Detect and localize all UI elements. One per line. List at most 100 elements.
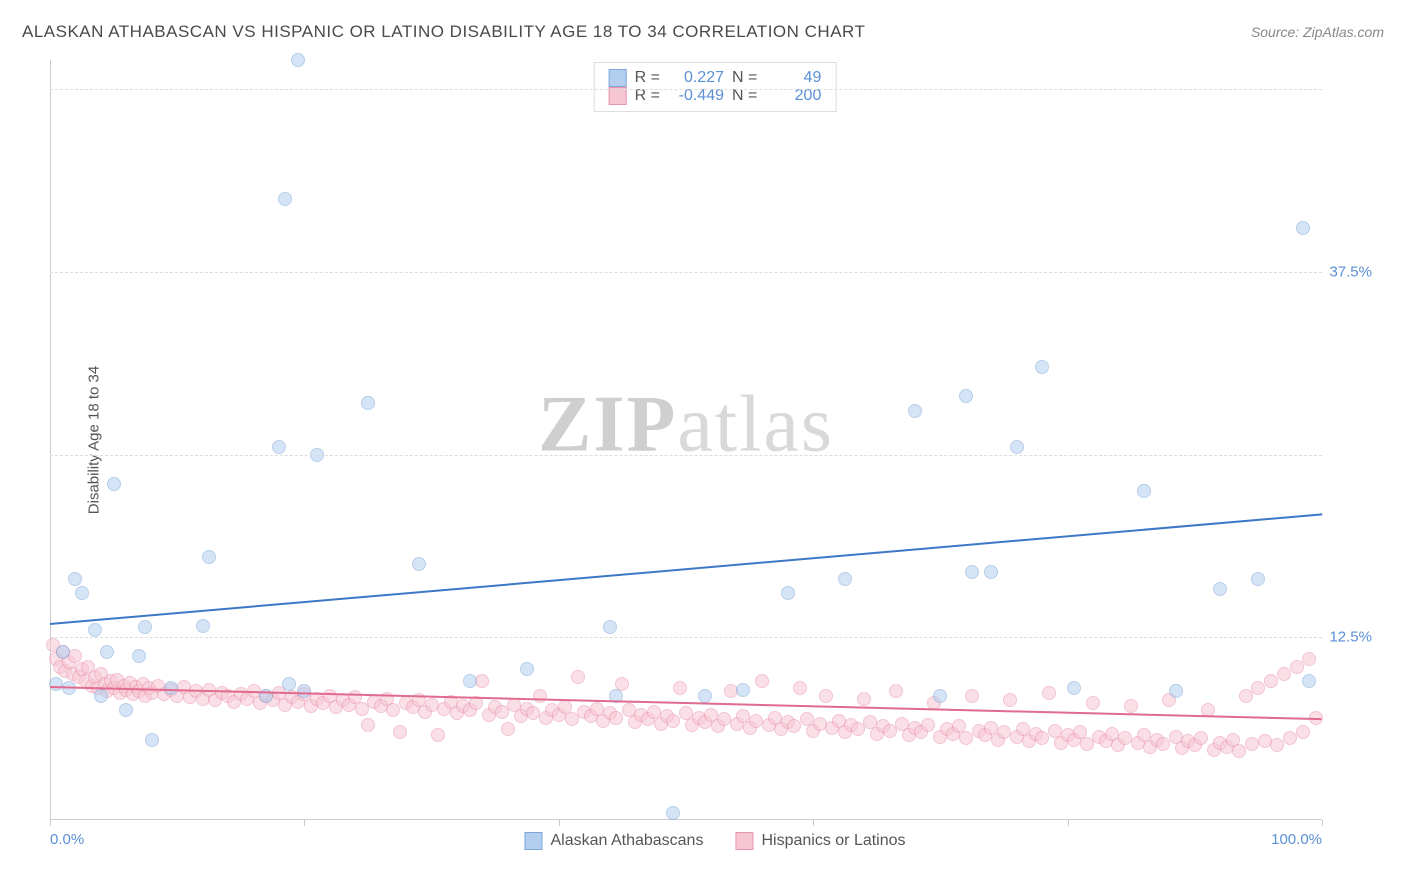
- scatter-point: [291, 53, 305, 67]
- scatter-point: [921, 718, 935, 732]
- x-tick-label: 100.0%: [1271, 831, 1322, 848]
- scatter-point: [1251, 681, 1265, 695]
- scatter-point: [68, 572, 82, 586]
- scatter-point: [56, 645, 70, 659]
- scatter-point: [132, 649, 146, 663]
- scatter-point: [1194, 731, 1208, 745]
- scatter-point: [1086, 696, 1100, 710]
- scatter-point: [520, 662, 534, 676]
- scatter-point: [68, 649, 82, 663]
- scatter-point: [501, 722, 515, 736]
- scatter-point: [1232, 744, 1246, 758]
- scatter-point: [393, 725, 407, 739]
- scatter-point: [1290, 660, 1304, 674]
- scatter-point: [145, 733, 159, 747]
- scatter-point: [736, 683, 750, 697]
- scatter-point: [1080, 737, 1094, 751]
- y-tick-label: 12.5%: [1329, 629, 1372, 646]
- scatter-point: [1124, 699, 1138, 713]
- scatter-point: [965, 689, 979, 703]
- title-bar: ALASKAN ATHABASCAN VS HISPANIC OR LATINO…: [22, 22, 1384, 42]
- scatter-point: [857, 692, 871, 706]
- legend-swatch-0: [609, 69, 627, 87]
- scatter-point: [463, 674, 477, 688]
- source-attribution: Source: ZipAtlas.com: [1251, 24, 1384, 40]
- chart-title: ALASKAN ATHABASCAN VS HISPANIC OR LATINO…: [22, 22, 865, 42]
- scatter-point: [781, 586, 795, 600]
- scatter-point: [959, 731, 973, 745]
- legend-row-series-0: R = 0.227 N = 49: [609, 69, 822, 87]
- scatter-point: [355, 702, 369, 716]
- scatter-point: [673, 681, 687, 695]
- watermark: ZIPatlas: [538, 379, 834, 470]
- scatter-point: [1296, 725, 1310, 739]
- scatter-point: [361, 396, 375, 410]
- x-tick: [50, 820, 51, 826]
- x-tick: [559, 820, 560, 826]
- scatter-point: [959, 389, 973, 403]
- legend-item-0: Alaskan Athabascans: [524, 832, 703, 850]
- scatter-point: [984, 565, 998, 579]
- scatter-point: [533, 689, 547, 703]
- scatter-point: [1035, 731, 1049, 745]
- scatter-point: [1302, 674, 1316, 688]
- x-tick: [813, 820, 814, 826]
- scatter-point: [609, 711, 623, 725]
- x-tick: [304, 820, 305, 826]
- scatter-point: [1067, 681, 1081, 695]
- gridline: [50, 455, 1322, 456]
- scatter-point: [793, 681, 807, 695]
- scatter-point: [412, 557, 426, 571]
- x-tick: [1322, 820, 1323, 826]
- scatter-point: [282, 677, 296, 691]
- scatter-point: [361, 718, 375, 732]
- scatter-point: [883, 724, 897, 738]
- gridline: [50, 89, 1322, 90]
- gridline: [50, 272, 1322, 273]
- scatter-point: [278, 192, 292, 206]
- scatter-point: [88, 623, 102, 637]
- scatter-point: [851, 722, 865, 736]
- scatter-point: [787, 719, 801, 733]
- scatter-point: [565, 712, 579, 726]
- correlation-legend: R = 0.227 N = 49 R = -0.449 N = 200: [594, 62, 837, 112]
- y-tick-label: 37.5%: [1329, 263, 1372, 280]
- scatter-point: [1251, 572, 1265, 586]
- series-legend: Alaskan Athabascans Hispanics or Latinos: [524, 832, 905, 850]
- x-tick: [1068, 820, 1069, 826]
- scatter-point: [755, 674, 769, 688]
- scatter-point: [1270, 738, 1284, 752]
- scatter-point: [196, 619, 210, 633]
- scatter-point: [1264, 674, 1278, 688]
- trend-line: [50, 513, 1322, 625]
- scatter-point: [1296, 221, 1310, 235]
- scatter-point: [1137, 484, 1151, 498]
- scatter-point: [571, 670, 585, 684]
- scatter-point: [1239, 689, 1253, 703]
- scatter-point: [666, 714, 680, 728]
- scatter-point: [819, 689, 833, 703]
- scatter-point: [698, 689, 712, 703]
- scatter-point: [965, 565, 979, 579]
- scatter-point: [1302, 652, 1316, 666]
- scatter-point: [603, 620, 617, 634]
- scatter-point: [933, 689, 947, 703]
- scatter-point: [908, 404, 922, 418]
- scatter-point: [838, 572, 852, 586]
- gridline: [50, 637, 1322, 638]
- scatter-point: [666, 806, 680, 820]
- scatter-point: [1169, 684, 1183, 698]
- scatter-point: [100, 645, 114, 659]
- scatter-point: [1042, 686, 1056, 700]
- plot-container: Disability Age 18 to 34 ZIPatlas R = 0.2…: [50, 60, 1380, 820]
- scatter-point: [889, 684, 903, 698]
- scatter-point: [94, 689, 108, 703]
- legend-swatch-bottom-0: [524, 832, 542, 850]
- legend-swatch-bottom-1: [735, 832, 753, 850]
- scatter-point: [202, 550, 216, 564]
- legend-item-1: Hispanics or Latinos: [735, 832, 905, 850]
- scatter-point: [119, 703, 133, 717]
- plot-area: ZIPatlas: [50, 60, 1322, 820]
- scatter-point: [475, 674, 489, 688]
- scatter-point: [1213, 582, 1227, 596]
